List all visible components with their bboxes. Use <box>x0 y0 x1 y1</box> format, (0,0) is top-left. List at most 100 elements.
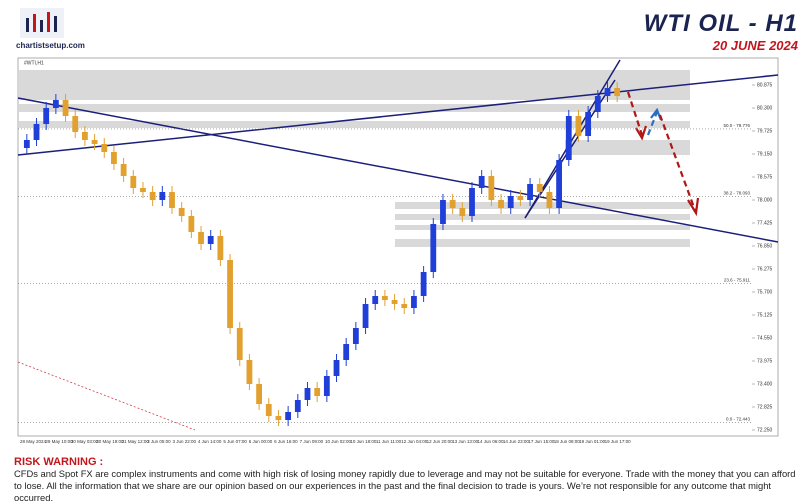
candle-body <box>304 388 311 400</box>
candle-body <box>236 328 243 360</box>
candle-body <box>333 360 340 376</box>
x-tick-label: 14 Jun 06:00 <box>478 439 505 444</box>
candle-body <box>246 360 253 384</box>
x-tick-label: 18 Jun 08:00 <box>554 439 581 444</box>
candle-body <box>449 200 456 208</box>
candle-body <box>546 192 553 208</box>
candle-body <box>178 208 185 216</box>
y-tick-label: 80.300 <box>757 105 773 111</box>
candle-body <box>285 412 292 420</box>
x-tick-label: 11 Jun 11:00 <box>376 439 402 444</box>
candle-body <box>323 376 330 396</box>
candle-body <box>411 296 417 308</box>
candle-body <box>91 140 98 144</box>
candle-body <box>478 176 485 188</box>
candle-body <box>256 384 262 404</box>
candle-body <box>498 200 504 208</box>
symbol: #WTI,H1 <box>24 60 44 66</box>
forecast-arrows <box>626 91 700 217</box>
candle-body <box>362 304 369 328</box>
candle-body <box>294 400 301 412</box>
logo-icon <box>20 8 64 38</box>
x-tick-label: 19 Jun 01:00 <box>579 439 606 444</box>
candle-body <box>401 304 408 308</box>
y-tick-label: 73.400 <box>757 381 773 387</box>
fib-label: 38.2 - 78.093 <box>723 190 750 195</box>
candle-body <box>372 296 379 304</box>
candle-body <box>343 344 350 360</box>
candle-body <box>469 188 475 216</box>
candle-body <box>217 236 224 260</box>
candle-body <box>33 124 40 140</box>
candle-body <box>130 176 137 188</box>
y-tick-label: 75.125 <box>757 312 773 318</box>
candle-body <box>72 116 79 132</box>
candle-body <box>159 192 166 200</box>
candle-body <box>101 144 108 152</box>
x-tick-label: 31 May 12:00 <box>122 439 150 444</box>
candle-body <box>169 192 175 208</box>
y-tick-label: 78.000 <box>757 197 773 203</box>
candle-body <box>62 100 69 116</box>
candle-body <box>565 116 572 160</box>
fib-label: 50.0 - 79.776 <box>723 123 750 128</box>
title: WTI OIL - H1 <box>643 10 798 37</box>
candle-body <box>382 296 388 300</box>
candle-body <box>352 328 359 344</box>
candle-body <box>594 96 601 112</box>
candle-body <box>198 232 204 244</box>
fib-label: 0.0 - 72.443 <box>726 416 751 421</box>
candle-body <box>527 184 533 200</box>
y-tick-label: 74.550 <box>757 335 773 341</box>
y-tick-label: 76.850 <box>757 243 773 249</box>
candle-body <box>227 260 233 328</box>
candle-body <box>440 200 446 224</box>
candle-body <box>43 108 50 124</box>
candle-body <box>275 416 282 420</box>
x-tick-label: 29 May 10:00 <box>45 439 73 444</box>
risk-text: CFDs and Spot FX are complex instruments… <box>14 468 796 503</box>
candle-body <box>314 388 321 396</box>
y-tick-label: 79.725 <box>757 128 773 134</box>
y-tick-label: 75.700 <box>757 289 773 295</box>
candle-body <box>517 196 524 200</box>
date: 20 JUNE 2024 <box>712 38 798 53</box>
zones <box>18 70 690 247</box>
x-tick-label: 13 Jun 13:00 <box>452 439 479 444</box>
candle-body <box>488 176 495 200</box>
x-tick-label: 3 Jun 05:00 <box>147 439 171 444</box>
candle-body <box>420 272 427 296</box>
y-tick-label: 79.150 <box>757 151 773 157</box>
candle-body <box>111 152 117 164</box>
candle-body <box>82 132 88 140</box>
x-tick-label: 19 Jun 17:00 <box>605 439 632 444</box>
x-tick-label: 10 Jun 18:00 <box>350 439 377 444</box>
x-tick-label: 30 May 19:00 <box>96 439 124 444</box>
x-tick-label: 14 Jun 23:00 <box>503 439 530 444</box>
candle-body <box>556 160 562 208</box>
candle-body <box>23 140 30 148</box>
y-tick-label: 80.875 <box>757 82 773 88</box>
y-tick-label: 72.250 <box>757 427 773 433</box>
x-tick-label: 5 Jun 07:00 <box>223 439 247 444</box>
y-tick-label: 76.275 <box>757 266 773 272</box>
x-tick-label: 10 Jun 02:00 <box>325 439 352 444</box>
x-tick-label: 7 Jun 09:00 <box>300 439 324 444</box>
x-tick-label: 17 Jun 15:00 <box>528 439 555 444</box>
candle-body <box>575 116 582 136</box>
candle-body <box>614 88 621 96</box>
candle-body <box>120 164 127 176</box>
candle-body <box>188 216 195 232</box>
risk-warning: RISK WARNING : CFDs and Spot FX are compl… <box>14 456 800 504</box>
y-tick-label: 72.825 <box>757 404 773 410</box>
candle-body <box>391 300 398 304</box>
x-tick-label: 12 Jun 20:00 <box>427 439 454 444</box>
candle-body <box>604 88 611 96</box>
y-tick-label: 78.575 <box>757 174 773 180</box>
y-tick-label: 77.425 <box>757 220 773 226</box>
candle-body <box>140 188 146 192</box>
fib-label: 23.6 - 75.911 <box>724 278 751 283</box>
candle-body <box>207 236 214 244</box>
